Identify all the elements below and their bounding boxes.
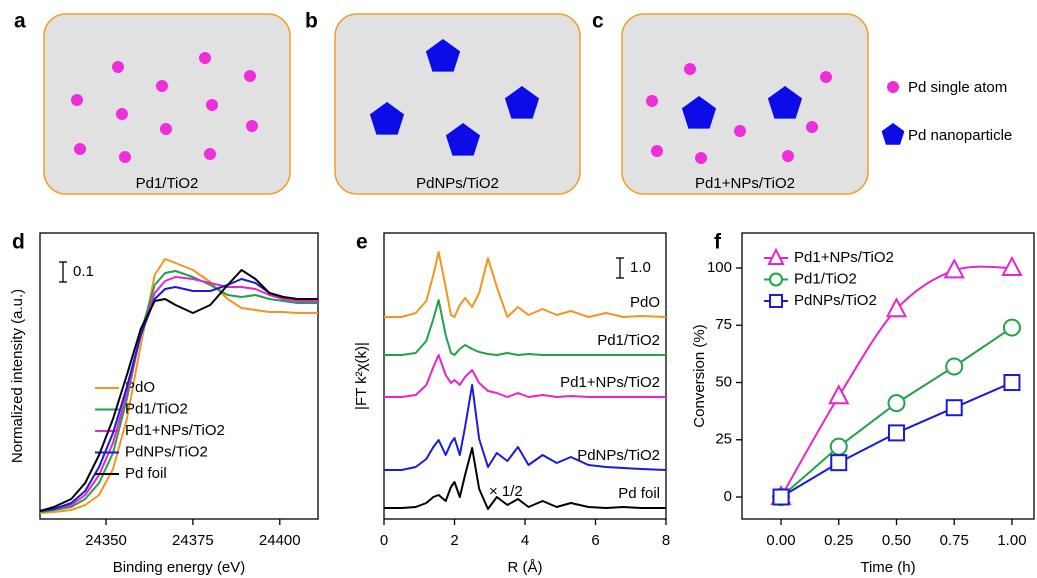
legend-label: Pd1+NPs/TiO2: [794, 249, 894, 266]
x-axis-label: Binding energy (eV): [113, 559, 246, 576]
x-tick-label: 0.75: [940, 532, 969, 549]
series-line: [781, 328, 1012, 497]
panel-letter: c: [592, 10, 604, 33]
legend-label: Pd1+NPs/TiO2: [125, 422, 225, 439]
x-tick-label: 24400: [259, 532, 301, 549]
x-tick-label: 2: [450, 532, 458, 549]
panel-letter: f: [714, 231, 722, 254]
legend-label: PdNPs/TiO2: [125, 443, 208, 460]
y-axis-label: Conversion (%): [691, 324, 708, 427]
single-atom: [119, 151, 131, 163]
schematic-panel: [622, 14, 868, 194]
series-label: Pd1+NPs/TiO2: [560, 374, 660, 391]
marker: [889, 425, 904, 440]
x-tick-label: 0.00: [766, 532, 795, 549]
single-atom: [204, 148, 216, 160]
marker: [831, 455, 846, 470]
page: { "schematics": [ {"letter": "a", "label…: [0, 0, 1037, 578]
y-tick-label: 50: [715, 373, 732, 390]
single-atom: [112, 61, 124, 73]
single-atom: [695, 152, 707, 164]
schematic-label: Pd1+NPs/TiO2: [695, 175, 795, 192]
single-atom: [651, 145, 663, 157]
legend-label: Pd1/TiO2: [794, 270, 857, 287]
x-axis-label: R (Å): [508, 559, 543, 576]
legend-label: PdNPs/TiO2: [794, 292, 877, 309]
panel-letter: d: [12, 231, 25, 254]
single-atom: [116, 108, 128, 120]
series-line: [40, 270, 318, 511]
single-atom: [684, 63, 696, 75]
series-label: PdO: [630, 294, 660, 311]
marker: [830, 386, 848, 403]
annotation: × 1/2: [489, 483, 523, 500]
y-axis-label: |FT k²χ(k)|: [353, 342, 370, 410]
marker: [774, 490, 789, 505]
single-atom: [199, 52, 211, 64]
schematic-label: PdNPs/TiO2: [416, 175, 499, 192]
single-atom: [806, 121, 818, 133]
series-line: [40, 279, 318, 511]
single-atom: [206, 99, 218, 111]
panel-letter: b: [305, 10, 318, 33]
x-tick-label: 6: [591, 532, 599, 549]
single-atom: [820, 71, 832, 83]
x-tick-label: 0.50: [882, 532, 911, 549]
x-tick-label: 24375: [172, 532, 214, 549]
series-label: Pd foil: [618, 485, 660, 502]
series-label: PdNPs/TiO2: [577, 447, 660, 464]
series-line: [384, 252, 666, 317]
single-atom: [782, 150, 794, 162]
legend-label: Pd foil: [125, 465, 167, 482]
single-atom: [246, 120, 258, 132]
scale-bar-label: 0.1: [73, 263, 94, 280]
y-tick-label: 0: [724, 488, 732, 505]
marker: [1003, 258, 1021, 275]
legend-label: Pd1/TiO2: [125, 400, 188, 417]
marker: [831, 439, 847, 455]
marker: [947, 400, 962, 415]
schematic-panel: [335, 14, 580, 194]
figure: a Pd1/TiO2 b PdNPs/TiO2 c Pd1+NPs/TiO2 Pd sing…: [0, 0, 1037, 578]
x-tick-label: 0: [380, 532, 388, 549]
x-axis-label: Time (h): [860, 559, 915, 576]
x-tick-label: 1.00: [997, 532, 1026, 549]
x-tick-label: 24350: [85, 532, 127, 549]
marker: [1004, 375, 1019, 390]
single-atom: [734, 125, 746, 137]
panel-letter: a: [14, 10, 26, 33]
y-axis-label: Normalized intensity (a.u.): [9, 289, 26, 463]
x-tick-label: 0.25: [824, 532, 853, 549]
legend-marker: [770, 274, 782, 286]
y-tick-label: 100: [707, 259, 732, 276]
single-atom: [160, 123, 172, 135]
legend-nanoparticle: [882, 123, 905, 145]
legend-marker: [770, 295, 782, 307]
single-atom: [71, 94, 83, 106]
series-label: Pd1/TiO2: [597, 332, 660, 349]
y-tick-label: 25: [715, 431, 732, 448]
single-atom: [646, 95, 658, 107]
plot-frame: [742, 233, 1034, 519]
single-atom: [74, 143, 86, 155]
x-tick-label: 8: [662, 532, 670, 549]
legend-label: Pd single atom: [908, 79, 1007, 96]
marker: [1004, 320, 1020, 336]
schematic-label: Pd1/TiO2: [136, 175, 199, 192]
marker: [888, 395, 904, 411]
scale-bar-label: 1.0: [630, 259, 651, 276]
legend-single-atom: [887, 81, 899, 93]
single-atom: [156, 80, 168, 92]
y-tick-label: 75: [715, 316, 732, 333]
marker: [946, 358, 962, 374]
x-tick-label: 4: [521, 532, 529, 549]
single-atom: [244, 70, 256, 82]
panel-letter: e: [356, 231, 368, 254]
legend-label: Pd nanoparticle: [908, 127, 1012, 144]
